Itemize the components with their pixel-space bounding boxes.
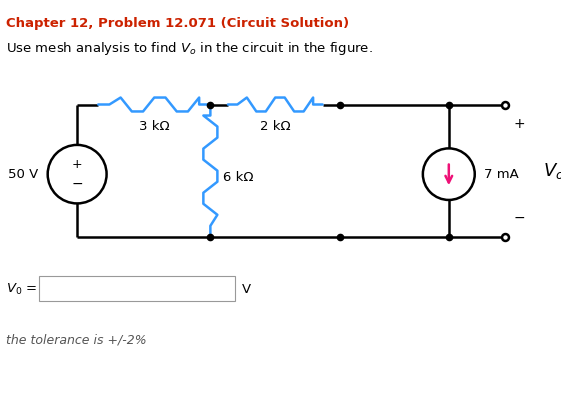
- Text: 2 kΩ: 2 kΩ: [260, 120, 291, 133]
- Text: 6 kΩ: 6 kΩ: [223, 171, 254, 184]
- FancyBboxPatch shape: [39, 276, 235, 301]
- Text: +: +: [72, 158, 82, 171]
- Text: Use mesh analysis to find $V_o$ in the circuit in the figure.: Use mesh analysis to find $V_o$ in the c…: [6, 41, 373, 57]
- Text: $V_0$ =: $V_0$ =: [6, 282, 37, 297]
- Text: 7 mA: 7 mA: [484, 168, 518, 181]
- Text: Chapter 12, Problem 12.071 (Circuit Solution): Chapter 12, Problem 12.071 (Circuit Solu…: [6, 18, 349, 31]
- Text: $V_o$: $V_o$: [544, 161, 561, 181]
- Text: V: V: [242, 283, 251, 296]
- Text: 50 V: 50 V: [8, 168, 39, 181]
- Text: −: −: [71, 177, 83, 191]
- Text: 3 kΩ: 3 kΩ: [139, 120, 169, 133]
- Text: +: +: [513, 117, 525, 131]
- Text: the tolerance is +/-2%: the tolerance is +/-2%: [6, 333, 146, 346]
- Text: −: −: [513, 210, 525, 224]
